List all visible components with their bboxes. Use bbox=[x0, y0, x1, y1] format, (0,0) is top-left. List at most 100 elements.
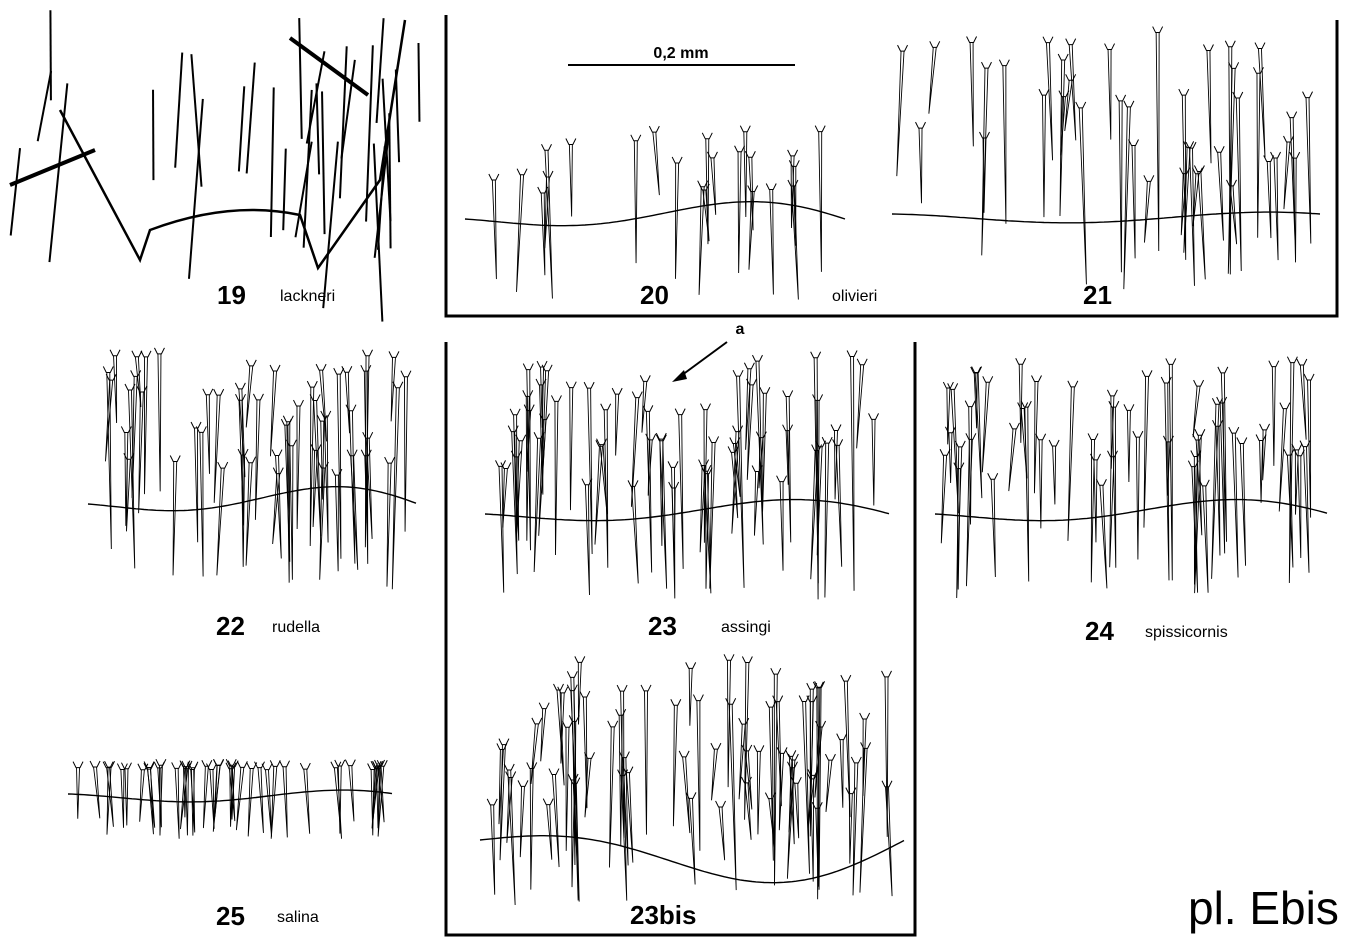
seta-socket bbox=[154, 348, 164, 354]
seta-socket bbox=[617, 685, 627, 691]
seta bbox=[1144, 376, 1149, 527]
seta-socket bbox=[499, 739, 509, 745]
seta bbox=[297, 406, 300, 529]
seta bbox=[1039, 440, 1042, 529]
seta bbox=[683, 757, 690, 833]
seta bbox=[77, 768, 80, 819]
seta bbox=[1193, 386, 1200, 437]
seta-socket bbox=[765, 793, 775, 799]
seta bbox=[566, 727, 569, 851]
seta-socket bbox=[516, 435, 526, 441]
seta bbox=[840, 740, 843, 808]
seta-socket bbox=[1043, 37, 1053, 43]
seta bbox=[404, 377, 407, 532]
seta bbox=[819, 132, 822, 272]
seta-socket bbox=[316, 364, 326, 370]
seta bbox=[849, 794, 852, 864]
seta bbox=[885, 787, 892, 896]
seta-socket bbox=[1016, 358, 1026, 364]
seta bbox=[1220, 403, 1225, 553]
seta-socket bbox=[584, 382, 594, 388]
seta bbox=[689, 668, 692, 725]
seta-socket bbox=[1194, 166, 1204, 172]
seta bbox=[210, 770, 214, 829]
seta bbox=[499, 466, 504, 592]
seta bbox=[491, 805, 495, 895]
seta bbox=[897, 51, 904, 176]
seta bbox=[982, 68, 988, 255]
frame-olivieri bbox=[446, 15, 1337, 316]
seta-socket bbox=[754, 745, 764, 751]
margin-outline bbox=[935, 500, 1327, 521]
seta-socket bbox=[980, 132, 990, 138]
seta-socket bbox=[860, 713, 870, 719]
seta-socket bbox=[218, 462, 228, 468]
seta-socket bbox=[125, 384, 135, 390]
seta-socket bbox=[711, 743, 721, 749]
seta bbox=[304, 769, 310, 834]
seta-socket bbox=[1049, 440, 1059, 446]
seta bbox=[588, 388, 593, 554]
seta bbox=[689, 798, 695, 884]
seta bbox=[94, 767, 100, 818]
seta-socket bbox=[1194, 380, 1204, 386]
seta-socket bbox=[537, 361, 547, 367]
seta-socket bbox=[517, 169, 527, 175]
seta-socket bbox=[567, 685, 577, 691]
seta bbox=[795, 783, 799, 838]
seta bbox=[547, 805, 552, 860]
seta bbox=[175, 768, 179, 838]
seta bbox=[729, 704, 736, 890]
seta-socket bbox=[679, 751, 689, 757]
seta-socket bbox=[103, 366, 113, 372]
seta-socket bbox=[740, 126, 750, 132]
seta-socket bbox=[1297, 359, 1307, 365]
seta-socket bbox=[510, 409, 520, 415]
seta-socket bbox=[788, 150, 798, 156]
seta-socket bbox=[1269, 361, 1279, 367]
seta-socket bbox=[981, 62, 991, 68]
seta-socket bbox=[585, 752, 595, 758]
coarse-seta bbox=[10, 150, 95, 185]
seta-socket bbox=[841, 675, 851, 681]
seta-socket bbox=[744, 363, 754, 369]
seta-socket bbox=[549, 769, 559, 775]
seta bbox=[1274, 158, 1278, 260]
seta bbox=[387, 463, 391, 587]
seta-socket bbox=[542, 144, 552, 150]
figure-name: lackneri bbox=[280, 288, 335, 305]
seta-socket bbox=[771, 668, 781, 674]
seta bbox=[1306, 98, 1311, 244]
seta-socket bbox=[401, 371, 411, 377]
seta-socket bbox=[1066, 39, 1076, 45]
seta-socket bbox=[716, 801, 726, 807]
seta bbox=[517, 175, 524, 292]
seta-socket bbox=[983, 376, 993, 382]
seta bbox=[349, 766, 354, 822]
seta-socket bbox=[575, 656, 585, 662]
seta bbox=[872, 419, 875, 505]
seta-socket bbox=[1287, 357, 1297, 363]
seta-socket bbox=[671, 699, 681, 705]
seta-socket bbox=[869, 413, 879, 419]
seta bbox=[975, 373, 982, 499]
seta bbox=[313, 450, 317, 527]
seta-socket bbox=[539, 703, 549, 709]
seta bbox=[283, 767, 287, 838]
seta bbox=[1009, 429, 1016, 491]
seta-socket bbox=[293, 400, 303, 406]
seta bbox=[1132, 145, 1135, 258]
seta-socket bbox=[999, 60, 1009, 66]
frames bbox=[446, 15, 1337, 935]
seta bbox=[1091, 439, 1094, 582]
seta-socket bbox=[1009, 423, 1019, 429]
margin-outline bbox=[485, 500, 889, 521]
coarse-seta bbox=[418, 43, 419, 122]
seta-socket bbox=[1179, 89, 1189, 95]
coarse-seta bbox=[283, 149, 286, 231]
seta bbox=[941, 455, 946, 543]
seta-socket bbox=[1076, 102, 1086, 108]
seta-socket bbox=[1144, 175, 1154, 181]
seta-socket bbox=[321, 411, 331, 417]
seta-socket bbox=[1195, 429, 1205, 435]
